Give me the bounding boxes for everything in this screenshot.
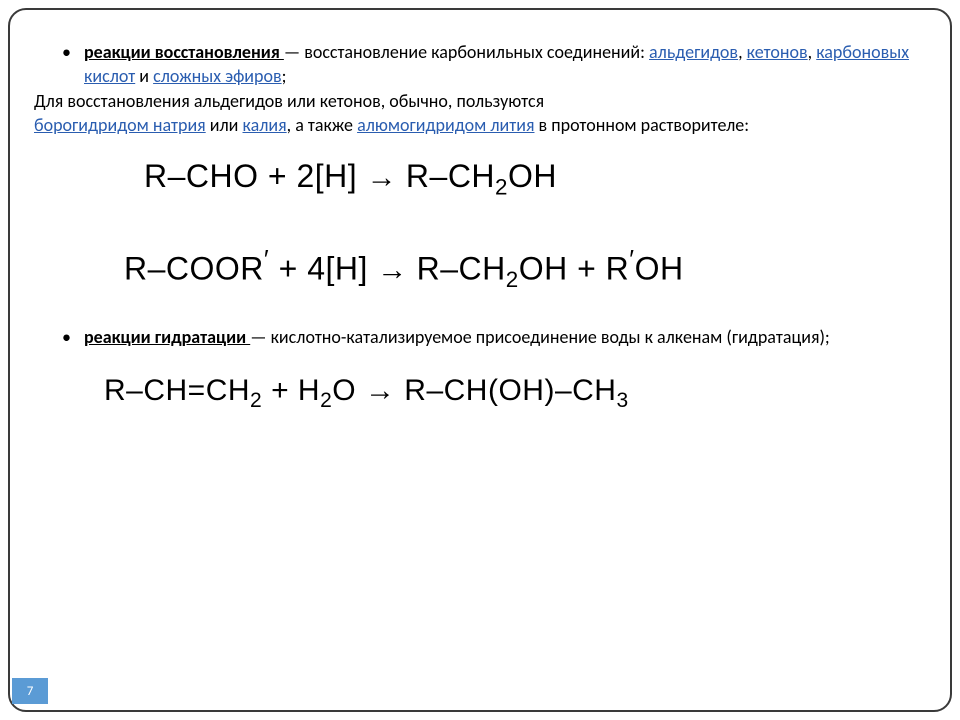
link-aldehydes[interactable]: альдегидов <box>649 41 738 63</box>
eq2-rhs4: OH <box>635 250 684 286</box>
equation-2: R–COOR′ + 4[H] → R–CH2OH + R′OH <box>34 243 926 295</box>
bullet-dot-icon-2: • <box>62 325 84 349</box>
eq2-lhs2: 4[H] <box>307 250 377 286</box>
eq1-lhs2: 2[H] <box>296 158 366 194</box>
eq2-sub: 2 <box>506 267 519 292</box>
reduction-dash: — восстановление карбонильных соединений… <box>284 41 649 63</box>
note-protic: в протонном растворителе: <box>534 114 749 136</box>
sep-comma2: , <box>808 41 817 63</box>
eq2-plus: + <box>279 250 308 286</box>
link-ketones[interactable]: кетонов <box>747 41 808 63</box>
eq3-lhs2: H <box>298 374 320 407</box>
eq3-sub2a: 2 <box>250 389 262 412</box>
eq3-sub3: 3 <box>616 389 628 412</box>
slide-content: • реакции восстановления — восстановлени… <box>34 40 926 416</box>
eq2-rhs1: R–CH <box>417 250 506 286</box>
bullet-hydration: • реакции гидратации — кислотно-катализи… <box>62 325 926 349</box>
eq2-rhs3: R <box>606 250 630 286</box>
eq1-plus: + <box>268 158 297 194</box>
eq3-rhs1: R–CH(OH)–CH <box>404 374 616 407</box>
link-sodium-borohydride[interactable]: борогидридом натрия <box>34 114 206 136</box>
eq1-rhs1: R–CH <box>406 158 495 194</box>
eq3-plus: + <box>271 374 298 407</box>
hydration-dash: — кислотно-катализируемое <box>250 326 476 348</box>
eq1-lhs1: R–CHO <box>144 158 268 194</box>
eq2-lhs1: R–COOR <box>124 250 264 286</box>
eq3-arrow: → <box>365 374 404 407</box>
eq2-plus2: + <box>577 250 606 286</box>
link-lithium-alh[interactable]: алюмогидридом лития <box>357 114 534 136</box>
sep-semicolon: ; <box>282 65 287 87</box>
eq2-rhs2: OH <box>519 250 577 286</box>
equation-3: R–CH=CH2 + H2O → R–CH(OH)–CH3 <box>34 371 926 415</box>
note-line2a: Для восстановления альдегидов или кетоно… <box>34 90 544 112</box>
eq1-arrow: → <box>367 161 406 194</box>
eq2-sp1 <box>269 250 278 286</box>
sep-or: или <box>206 114 243 136</box>
eq3-sub2b: 2 <box>320 389 332 412</box>
eq1-sub: 2 <box>495 175 508 200</box>
eq3-sp <box>262 374 271 407</box>
bullet-reduction: • реакции восстановления — восстановлени… <box>62 40 926 89</box>
link-potassium[interactable]: калия <box>243 114 287 136</box>
reduction-note: Для восстановления альдегидов или кетоно… <box>34 89 926 138</box>
hydration-tail: присоединение воды <box>476 326 641 348</box>
bullet-dot-icon: • <box>62 40 84 89</box>
hydration-title: реакции гидратации <box>84 326 250 348</box>
link-esters[interactable]: сложных эфиров <box>153 65 282 87</box>
eq1-rhs2: OH <box>508 158 557 194</box>
sep-comma1: , <box>738 41 747 63</box>
equation-1: R–CHO + 2[H] → R–CH2OH <box>34 155 926 203</box>
eq3-lhs1: R–CH=CH <box>104 374 250 407</box>
hydration-tail2: к алкенам (гидратация); <box>641 326 830 348</box>
reduction-title: реакции восстановления <box>84 41 284 63</box>
page-number-badge: 7 <box>12 678 48 704</box>
bullet-reduction-text: реакции восстановления — восстановление … <box>84 40 926 89</box>
page-number: 7 <box>27 684 34 699</box>
bullet-hydration-text: реакции гидратации — кислотно-катализиру… <box>84 325 926 349</box>
slide-frame: • реакции восстановления — восстановлени… <box>8 8 952 712</box>
sep-also: , а также <box>287 114 357 136</box>
eq3-lhs3: O <box>332 374 365 407</box>
eq2-arrow: → <box>377 253 416 286</box>
sep-and: и <box>135 65 153 87</box>
